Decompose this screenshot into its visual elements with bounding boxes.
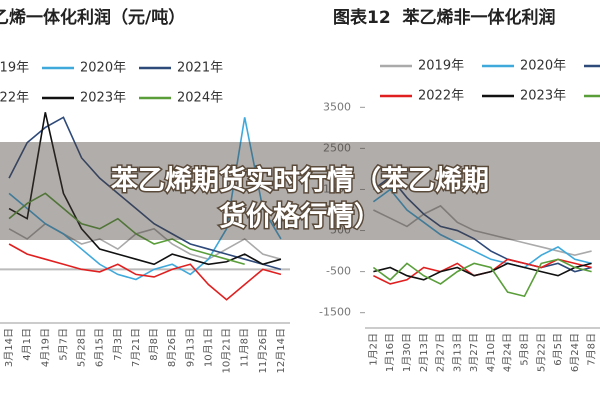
x-tick-label: 7月8日 [586,333,598,366]
x-tick-label: 5月8日 [518,333,530,366]
x-tick-label: 1月16日 [384,333,396,372]
series-line [372,258,592,298]
x-tick-label: 6月15日 [94,328,106,367]
headline: 苯乙烯期货实时行情（苯乙烯期 [110,165,489,197]
legend-label: 2020年 [520,59,566,74]
series-line [372,188,592,269]
x-tick-label: 2月27日 [435,333,447,372]
series-line [373,204,592,257]
x-tick-label: 6月24日 [569,333,581,372]
x-tick-label: 3月27日 [468,333,480,372]
x-tick-label: 11月26日 [257,328,269,373]
x-tick-label: 6月5日 [552,333,564,366]
x-tick-label: 5月22日 [535,333,547,372]
x-tick-label: 1月30日 [401,333,413,372]
x-tick-label: 11月8日 [239,328,251,367]
x-tick-label: 2月13日 [418,333,430,372]
legend-label: 2023年 [80,91,126,106]
legend-label: 2019年 [418,59,464,74]
series-line [8,116,282,271]
legend-label: 2022年 [418,89,464,104]
x-tick-label: 1月2日 [367,333,379,366]
x-tick-label: 4月19日 [39,328,51,367]
y-tick-label: -1500 [319,306,351,319]
x-tick-label: 8月8日 [148,328,160,361]
x-tick-label: 4月1日 [21,328,33,361]
headline-band [0,142,600,240]
series-line [8,117,282,281]
series-line [373,262,592,281]
legend-label: 2019年 [0,61,29,76]
series-line [8,243,282,301]
legend-label: 2023年 [520,89,566,104]
y-tick-label: 2500 [323,141,351,154]
chart-title: 乙烯一体化利润（元/吨） [0,7,185,28]
series-line [372,176,592,273]
x-tick-label: 5月7日 [57,328,69,361]
x-tick-label: 7月21日 [130,328,142,367]
chart-title: 图表12 苯乙烯非一体化利润 [333,7,556,28]
y-tick-label: 1500 [323,182,351,195]
x-tick-label: 8月26日 [166,328,178,367]
x-tick-label: 7月3日 [112,328,124,361]
x-tick-label: 10月1日 [202,328,214,367]
x-tick-label: 3月14日 [3,328,15,367]
x-tick-label: 9月13日 [184,328,196,367]
x-tick-label: 4月10日 [485,333,497,372]
legend-label: 2024年 [177,91,223,106]
legend-label: 2020年 [80,61,126,76]
headline: 货价格行情） [219,201,381,233]
legend-label: 2022年 [0,91,29,106]
series-line [8,192,245,266]
x-tick-label: 4月24日 [502,333,514,372]
legend-label: 2021年 [177,61,223,76]
x-tick-label: 10月21日 [221,328,233,373]
x-tick-label: 5月28日 [76,328,88,367]
charts: 乙烯一体化利润（元/吨） 3月14日 4月1日 4月19日 5月7日 5月28日 6月15日… [0,7,600,373]
series-line [8,112,282,266]
y-tick-label: -500 [326,265,351,278]
y-tick-label: 500 [330,224,351,237]
x-tick-label: 3月13日 [451,333,463,372]
x-tick-label: 12月14日 [275,328,287,373]
y-tick-label: 3500 [323,100,351,113]
